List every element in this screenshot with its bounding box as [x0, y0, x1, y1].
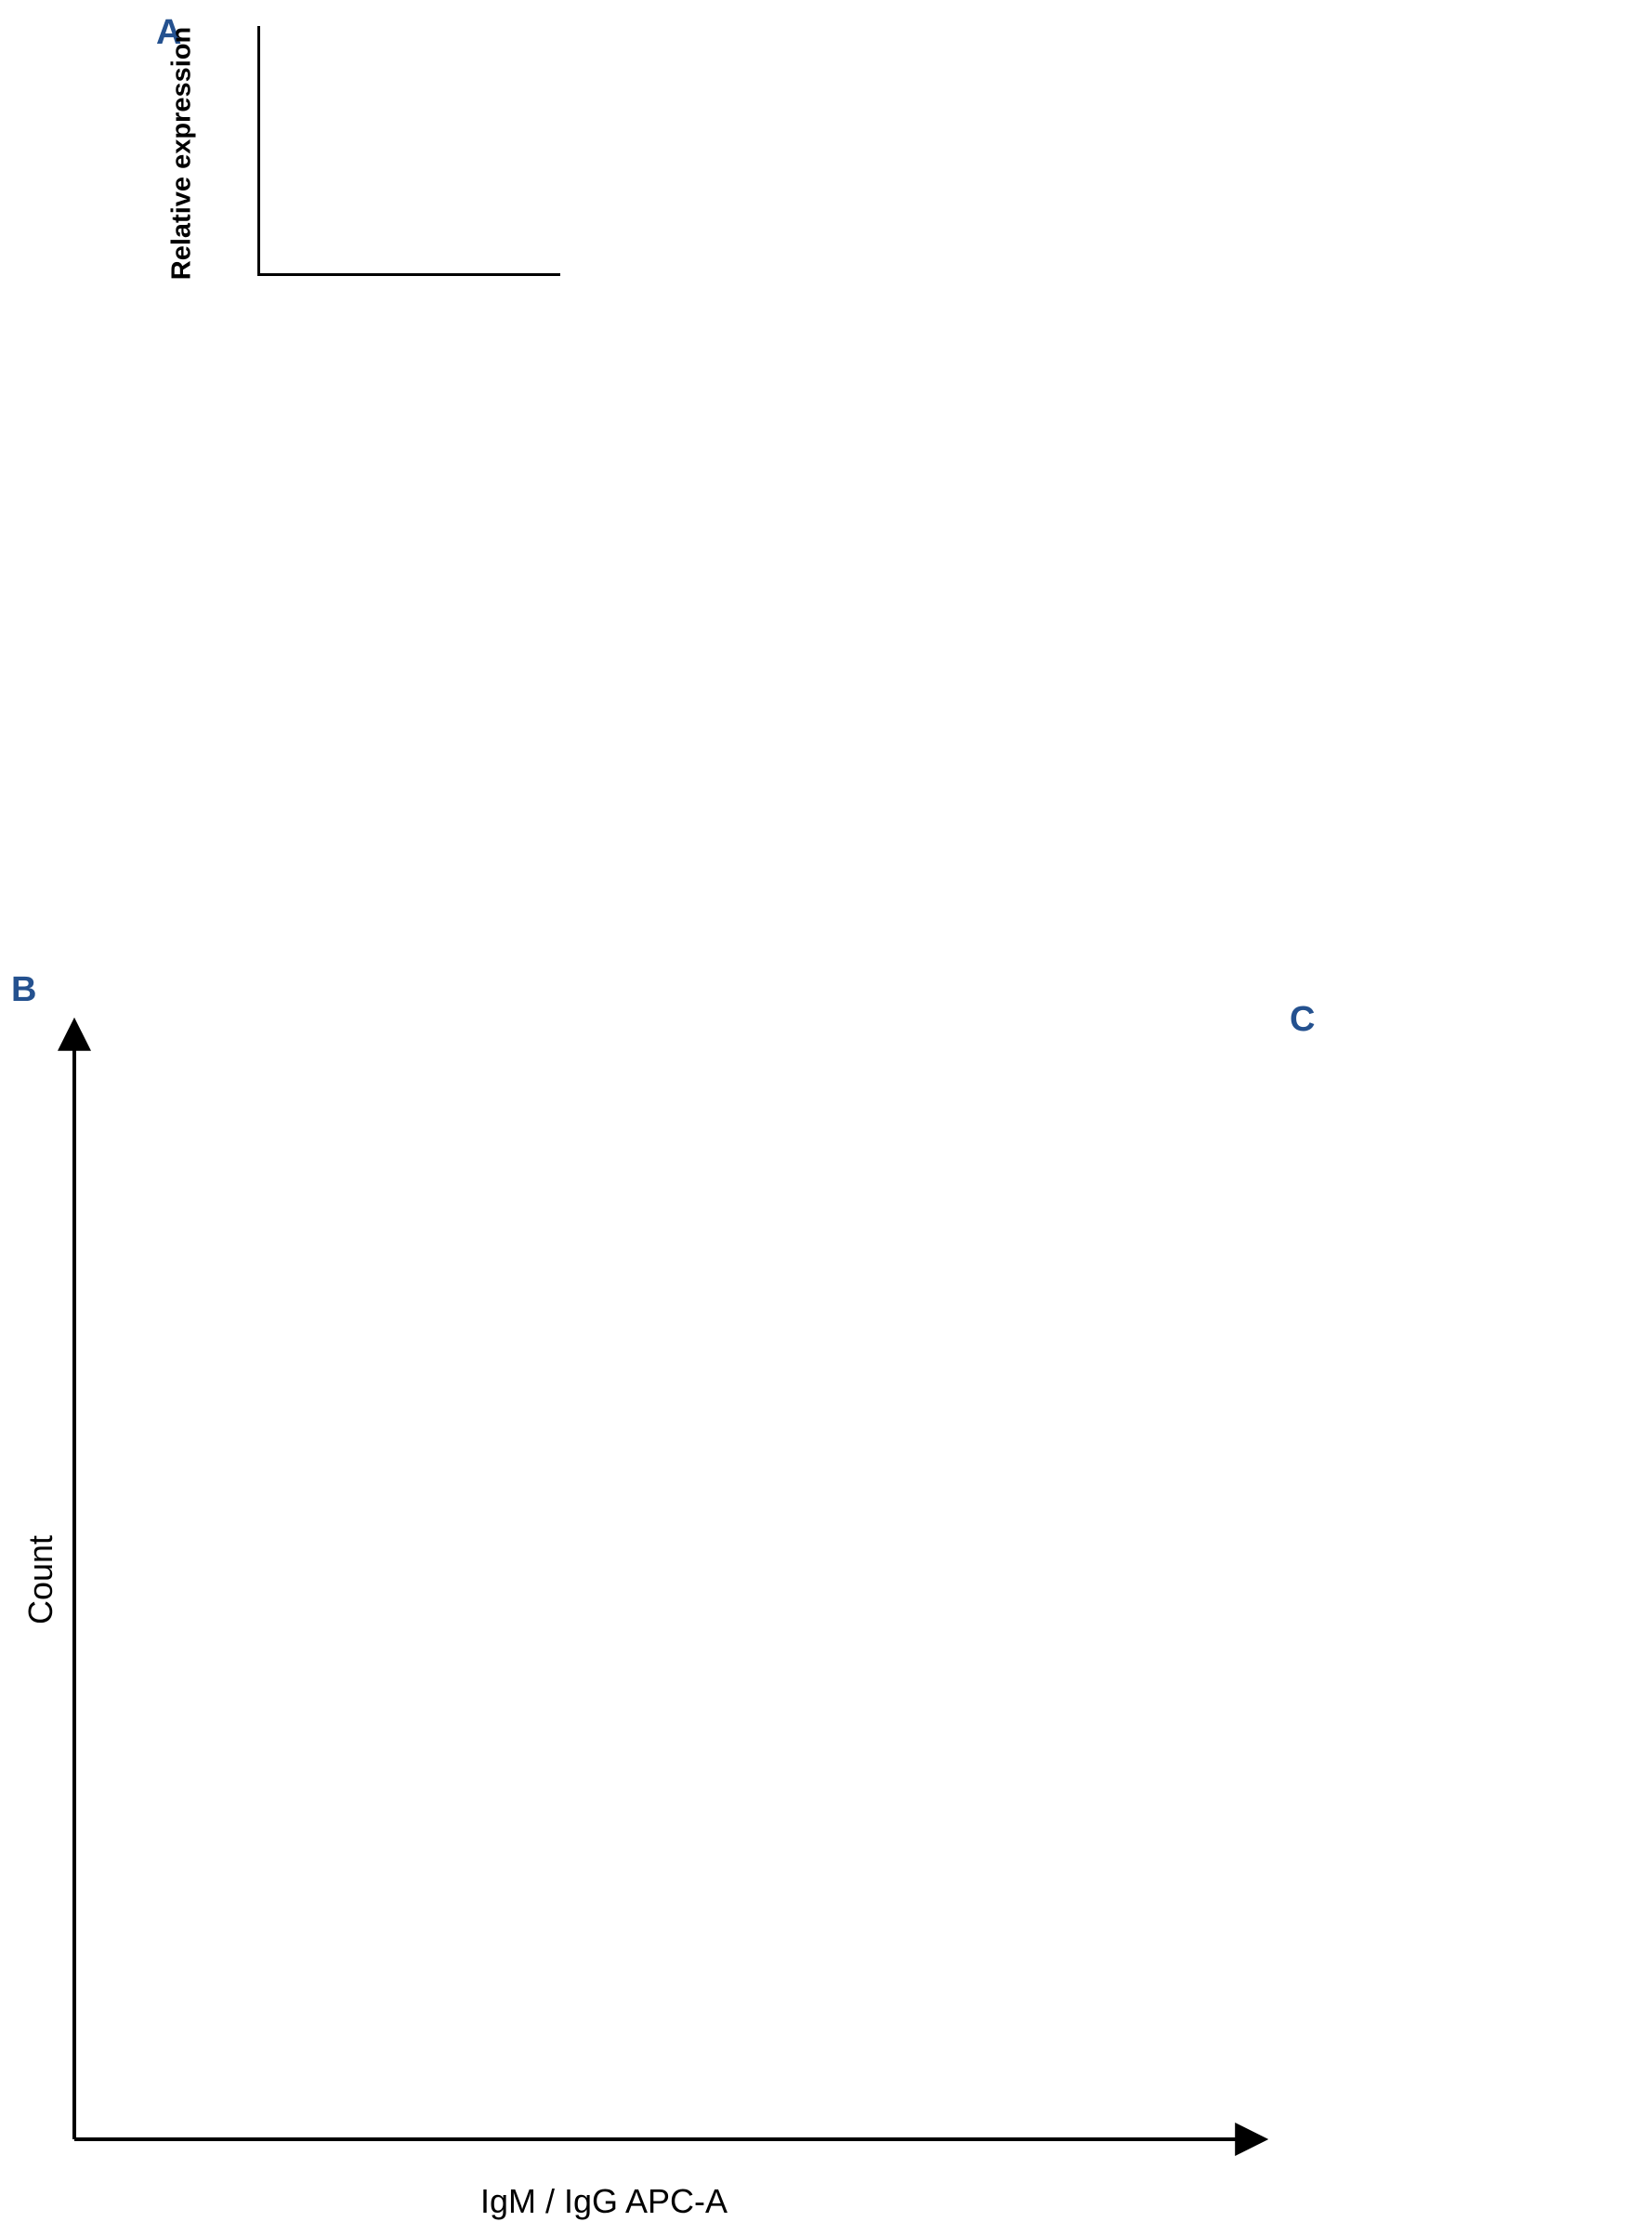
count-axis-label: Count — [21, 1534, 59, 1625]
bar-chart-dg75-emu: Relative expression — [139, 7, 585, 319]
histogram-bl41-green — [887, 1426, 1240, 1769]
bar-chart-bl41-emu — [139, 319, 585, 630]
bar-chart-bl41-3rr1 — [609, 319, 1055, 630]
intensity-axis-label: IgM / IgG APC-A — [479, 2182, 728, 2220]
bar-chart-surface-igm-dg75 — [1236, 1055, 1652, 1394]
panel-b-label: B — [11, 970, 37, 1009]
bar-chart-sudhl4-3rr2 — [1055, 630, 1501, 951]
panel-c-label: C — [1290, 1000, 1316, 1039]
histogram-dg75-blue — [472, 1059, 825, 1403]
panel-a-label: A — [156, 13, 182, 52]
histogram-sudhl4-green — [887, 1801, 1240, 2145]
bar-chart-sudhl4-emu — [139, 630, 585, 951]
bar-chart-sudhl4-3rr1 — [609, 630, 1055, 951]
histogram-dg75-magenta — [56, 1059, 409, 1403]
histogram-bl41-magenta — [56, 1426, 409, 1769]
histogram-dg75-green — [887, 1059, 1240, 1403]
y-axis-label: Relative expression — [166, 26, 197, 281]
bar-chart-bl41-3rr2 — [1055, 319, 1501, 630]
bar-chart-surface-igm-bl41 — [1236, 1408, 1652, 1747]
histogram-sudhl4-magenta — [56, 1801, 409, 2145]
bar-chart-dg75-3rr2 — [1055, 7, 1501, 319]
bar-chart-dg75-3rr1 — [609, 7, 1055, 319]
histogram-bl41-blue — [472, 1426, 825, 1769]
bar-chart-surface-igg-sudhl4 — [1236, 1766, 1652, 2128]
histogram-sudhl4-blue — [472, 1801, 825, 2145]
x-axis — [257, 273, 560, 276]
y-axis — [257, 26, 260, 273]
